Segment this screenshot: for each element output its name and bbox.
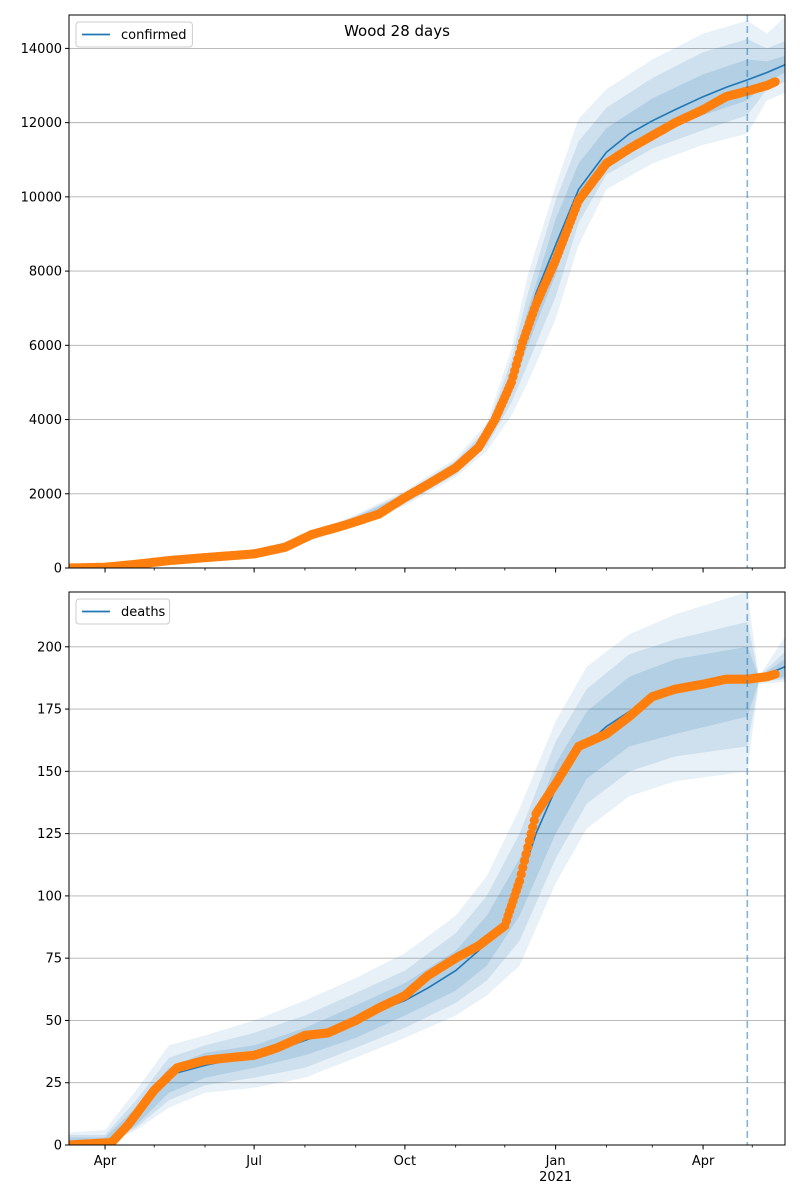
legend-label: deaths [121, 605, 166, 620]
y-tick-label: 6000 [29, 339, 62, 354]
y-tick-label: 8000 [29, 265, 62, 280]
y-tick-label: 14000 [21, 42, 62, 57]
plot-frame [68, 14, 786, 569]
observed-points [69, 669, 780, 1145]
y-tick-label: 125 [37, 827, 62, 842]
x-tick-label: Jan [545, 1154, 566, 1169]
y-tick-label: 2000 [29, 487, 62, 502]
legend: deaths [75, 598, 171, 625]
y-tick-label: 12000 [21, 116, 62, 131]
legend-box [75, 21, 193, 48]
uncertainty-band-1 [69, 621, 785, 1145]
y-tick-label: 10000 [21, 190, 62, 205]
y-tick-label: 200 [37, 640, 62, 655]
uncertainty-band-0 [69, 16, 785, 568]
y-tick-label: 25 [45, 1076, 62, 1091]
observed-points [69, 77, 780, 568]
y-tick-label: 150 [37, 765, 62, 780]
y-tick-label: 50 [45, 1014, 62, 1029]
chart-title: Wood 28 days [344, 22, 450, 40]
y-tick-label: 0 [54, 562, 62, 577]
legend: confirmed [75, 21, 193, 48]
x-tick-label: Apr [94, 1154, 117, 1169]
chart-panel-0: 0 2000 4000 6000 8000 10000 12000 14000 confirme… [21, 14, 786, 577]
plot-frame [68, 591, 786, 1146]
observed-point [770, 669, 780, 679]
legend-box [75, 598, 171, 625]
x-tick-label: Apr [692, 1154, 715, 1169]
x-tick-year-label: 2021 [539, 1170, 572, 1185]
y-tick-label: 4000 [29, 413, 62, 428]
uncertainty-band-2 [69, 646, 785, 1145]
y-tick-label: 75 [45, 952, 62, 967]
observed-point [770, 77, 780, 87]
x-tick-label: Oct [394, 1154, 416, 1169]
x-tick-label: Jul [245, 1154, 262, 1169]
y-tick-label: 0 [54, 1139, 62, 1154]
y-tick-label: 175 [37, 703, 62, 718]
y-tick-label: 100 [37, 889, 62, 904]
legend-label: confirmed [121, 28, 187, 43]
